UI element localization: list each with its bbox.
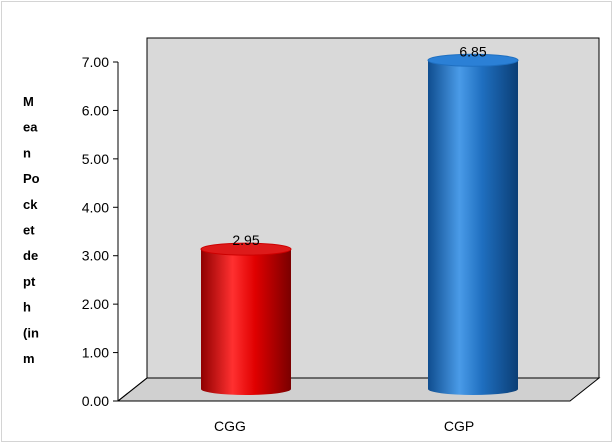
y-axis-label-line: Po: [23, 171, 40, 186]
data-label: 6.85: [459, 43, 486, 59]
y-axis-label-line: et: [23, 223, 35, 238]
x-category-label: CGG: [214, 418, 246, 434]
category-labels: CGG CGP: [214, 418, 474, 434]
y-axis-label-line: ck: [23, 197, 38, 212]
y-tick-label: 1.00: [82, 345, 109, 361]
x-category-label: CGP: [444, 418, 474, 434]
data-label: 2.95: [232, 232, 259, 248]
y-tick-label: 0.00: [82, 393, 109, 409]
y-tick-label: 7.00: [82, 54, 109, 70]
bar-cgg: 2.95: [201, 232, 291, 395]
y-axis-label-line: (in: [23, 325, 39, 340]
chart-floor: [118, 378, 599, 401]
bar-body: [428, 60, 518, 395]
bar-cgp: 6.85: [428, 43, 518, 395]
y-axis-label-line: h: [23, 300, 31, 315]
y-tick-label: 6.00: [82, 102, 109, 118]
y-axis-label-line: de: [23, 248, 38, 263]
y-tick-label: 3.00: [82, 248, 109, 264]
y-tick-label: 5.00: [82, 151, 109, 167]
y-ticks: 0.00 1.00 2.00 3.00 4.00 5.00 6.00 7.00: [82, 54, 118, 409]
y-axis-label-line: pt: [23, 274, 36, 289]
y-axis-label-line: ea: [23, 120, 38, 135]
y-tick-label: 4.00: [82, 199, 109, 215]
y-axis-label-line: n: [23, 145, 31, 160]
bar-body: [201, 249, 291, 395]
y-axis-label-line: m: [23, 351, 35, 366]
y-tick-label: 2.00: [82, 296, 109, 312]
y-axis-label-line: M: [23, 94, 34, 109]
